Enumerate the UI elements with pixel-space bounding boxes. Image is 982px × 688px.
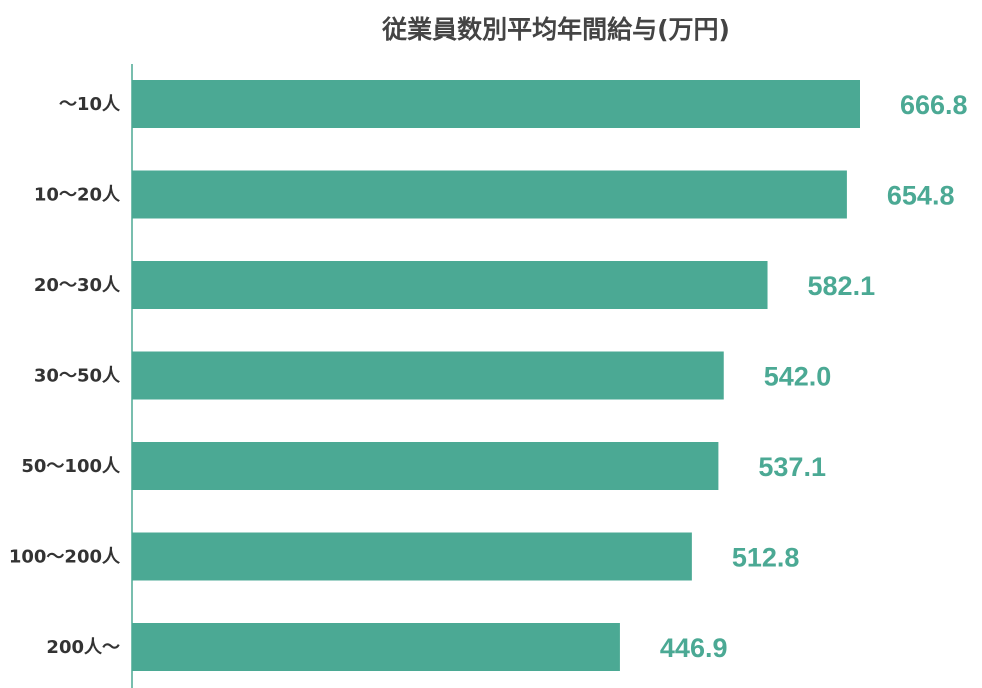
- value-label-2: 582.1: [808, 271, 876, 301]
- bar-4: [132, 442, 719, 490]
- category-label-3: 30〜50人: [34, 366, 121, 387]
- value-label-5: 512.8: [732, 543, 800, 573]
- category-label-0: 〜10人: [59, 94, 121, 115]
- category-label-2: 20〜30人: [34, 275, 121, 296]
- bar-0: [132, 80, 860, 128]
- value-label-0: 666.8: [900, 90, 968, 120]
- chart-title: 従業員数別平均年間給与(万円): [381, 15, 730, 44]
- category-label-1: 10〜20人: [34, 185, 121, 206]
- bar-3: [132, 351, 724, 400]
- bar-1: [132, 170, 847, 219]
- category-label-6: 200人〜: [46, 637, 120, 658]
- bar-6: [132, 623, 620, 671]
- value-label-4: 537.1: [758, 452, 826, 482]
- bar-5: [132, 532, 692, 581]
- category-label-4: 50〜100人: [21, 456, 121, 477]
- value-label-1: 654.8: [887, 181, 955, 211]
- bar-2: [132, 261, 768, 309]
- value-label-3: 542.0: [764, 362, 832, 392]
- category-label-5: 100〜200人: [9, 547, 121, 568]
- value-label-6: 446.9: [660, 633, 728, 663]
